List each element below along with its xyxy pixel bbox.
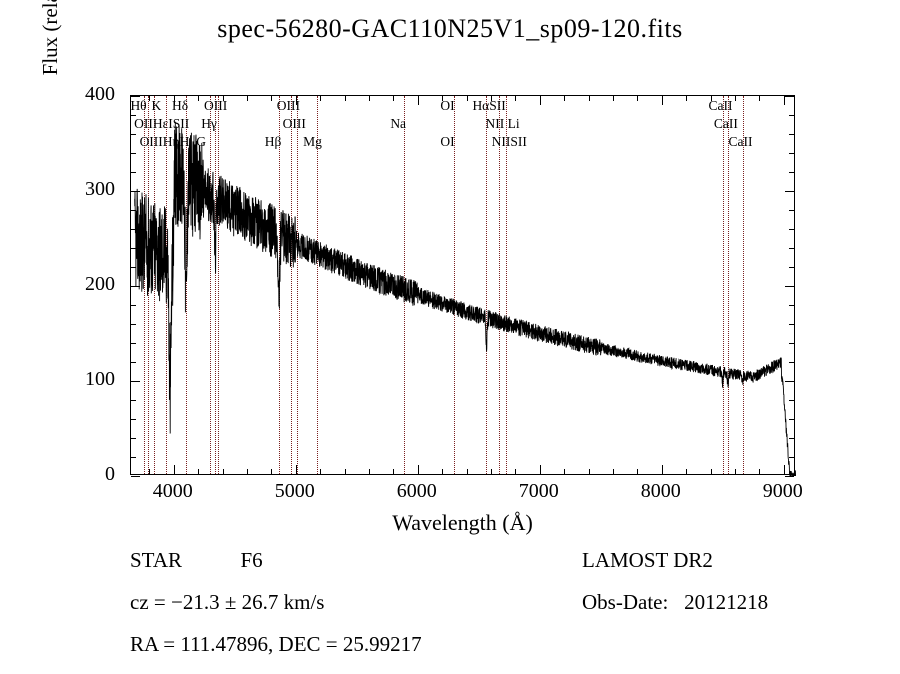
star-type-line: STAR F6	[130, 548, 422, 573]
plot-title: spec-56280-GAC110N25V1_sp09-120.fits	[0, 14, 900, 44]
spectral-feature-label: OIIHεISII	[134, 116, 189, 132]
x-axis-label: Wavelength (Å)	[130, 510, 795, 536]
spectral-feature-label: NII Li	[485, 116, 519, 132]
spectral-feature-label: NIISII	[492, 134, 527, 150]
spectral-feature-label: OIII	[283, 116, 306, 132]
spectral-feature-label: Hθ	[130, 98, 146, 114]
spectral-feature-label: OI	[440, 134, 454, 150]
spectral-feature-label: Mg	[303, 134, 322, 150]
x-axis-tick-label: 8000	[631, 480, 691, 503]
spectral-feature-label: OIII	[204, 98, 227, 114]
spectral-feature-label: CaII	[709, 98, 733, 114]
survey-info-block: LAMOST DR2 Obs-Date: 20121218	[582, 548, 768, 632]
spectral-feature-label: Hγ	[201, 116, 217, 132]
star-radec-line: RA = 111.47896, DEC = 25.99217	[130, 632, 422, 657]
spectral-feature-label: Na	[390, 116, 406, 132]
x-axis-tick-label: 7000	[509, 480, 569, 503]
y-axis-tick-label: 300	[60, 178, 115, 201]
spectral-feature-label: G	[196, 134, 206, 150]
spectral-feature-label: CaII	[729, 134, 753, 150]
spectral-feature-label: Hβ	[265, 134, 282, 150]
survey-name-line: LAMOST DR2	[582, 548, 768, 573]
spectral-feature-label: Hδ	[172, 98, 188, 114]
plot-area: Hθ K Hδ OIII OIII OI HαSII CaII OIIHεISII Hγ OIII…	[130, 95, 795, 475]
y-axis-tick-label: 400	[60, 83, 115, 106]
x-axis-tick-label: 5000	[265, 480, 325, 503]
y-axis-tick-label: 0	[60, 463, 115, 486]
spectral-feature-label: HαSII	[472, 98, 505, 114]
y-axis-tick-label: 100	[60, 368, 115, 391]
spectrum-line	[131, 96, 796, 476]
spectral-feature-label: CaII	[714, 116, 738, 132]
spectral-feature-label: OIII	[277, 98, 300, 114]
star-cz-line: cz = −21.3 ± 26.7 km/s	[130, 590, 422, 615]
y-axis-tick-label: 200	[60, 273, 115, 296]
spectral-feature-label: K	[152, 98, 162, 114]
survey-obsdate-line: Obs-Date: 20121218	[582, 590, 768, 615]
star-info-block: STAR F6 cz = −21.3 ± 26.7 km/s RA = 111.…	[130, 548, 422, 674]
spectral-feature-label: OI	[440, 98, 454, 114]
spectral-feature-label: OIIIHηH	[140, 134, 190, 150]
x-axis-tick-label: 4000	[143, 480, 203, 503]
x-axis-tick-label: 9000	[753, 480, 813, 503]
x-axis-tick-label: 6000	[387, 480, 447, 503]
y-axis-label: Flux (relative)	[38, 0, 63, 150]
spectrum-viewer-page: spec-56280-GAC110N25V1_sp09-120.fits Hθ K…	[0, 0, 900, 650]
